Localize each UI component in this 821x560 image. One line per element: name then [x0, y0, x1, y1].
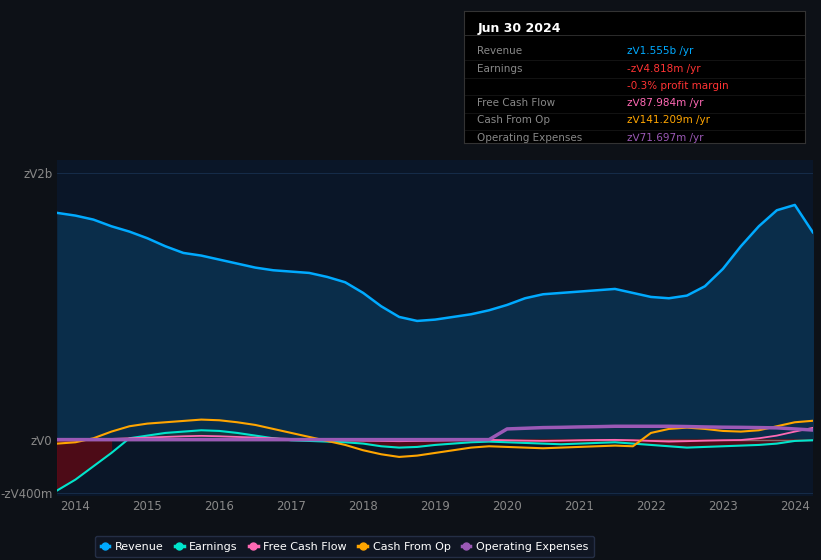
- Text: Cash From Op: Cash From Op: [478, 115, 551, 125]
- Text: zᐯ1.555b /yr: zᐯ1.555b /yr: [627, 46, 694, 55]
- Text: zᐯ141.209m /yr: zᐯ141.209m /yr: [627, 115, 710, 125]
- Text: Earnings: Earnings: [478, 64, 523, 74]
- Text: zᐯ87.984m /yr: zᐯ87.984m /yr: [627, 99, 704, 108]
- Text: -zᐯ4.818m /yr: -zᐯ4.818m /yr: [627, 64, 701, 74]
- Text: zᐯ71.697m /yr: zᐯ71.697m /yr: [627, 133, 704, 143]
- Legend: Revenue, Earnings, Free Cash Flow, Cash From Op, Operating Expenses: Revenue, Earnings, Free Cash Flow, Cash …: [95, 536, 594, 557]
- Text: Revenue: Revenue: [478, 46, 523, 55]
- Text: Operating Expenses: Operating Expenses: [478, 133, 583, 143]
- Text: Free Cash Flow: Free Cash Flow: [478, 99, 556, 108]
- Text: Jun 30 2024: Jun 30 2024: [478, 22, 561, 35]
- Text: -0.3% profit margin: -0.3% profit margin: [627, 81, 729, 91]
